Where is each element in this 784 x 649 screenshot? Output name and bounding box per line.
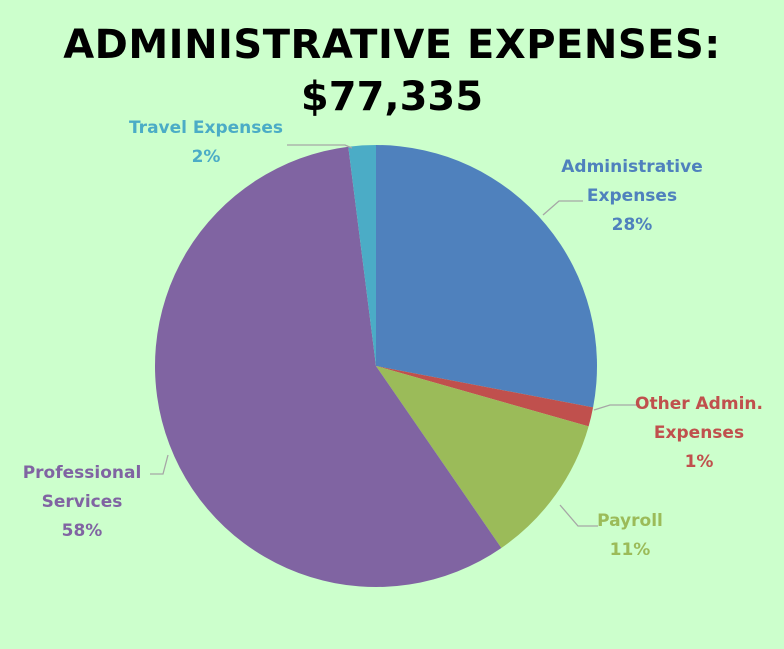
chart-title: ADMINISTRATIVE EXPENSES: <box>63 22 721 68</box>
leader-line <box>542 200 583 216</box>
chart-subtitle: $77,335 <box>300 74 484 120</box>
pie-slice <box>376 366 594 427</box>
leader-line <box>150 454 169 475</box>
pie-slice <box>376 145 597 408</box>
leader-line <box>559 504 598 527</box>
leader-line <box>593 404 640 411</box>
slice-label: Other Admin. Expenses 1% <box>635 394 763 472</box>
pie-slice <box>155 146 502 587</box>
pie-slice <box>348 145 376 366</box>
slice-label: Professional Services 58% <box>23 463 142 541</box>
slice-label: Travel Expenses 2% <box>129 118 283 167</box>
slice-label: Payroll 11% <box>597 511 663 560</box>
leader-line <box>287 144 353 149</box>
pie-slice <box>376 366 589 549</box>
slice-label: Administrative Expenses 28% <box>561 157 702 235</box>
